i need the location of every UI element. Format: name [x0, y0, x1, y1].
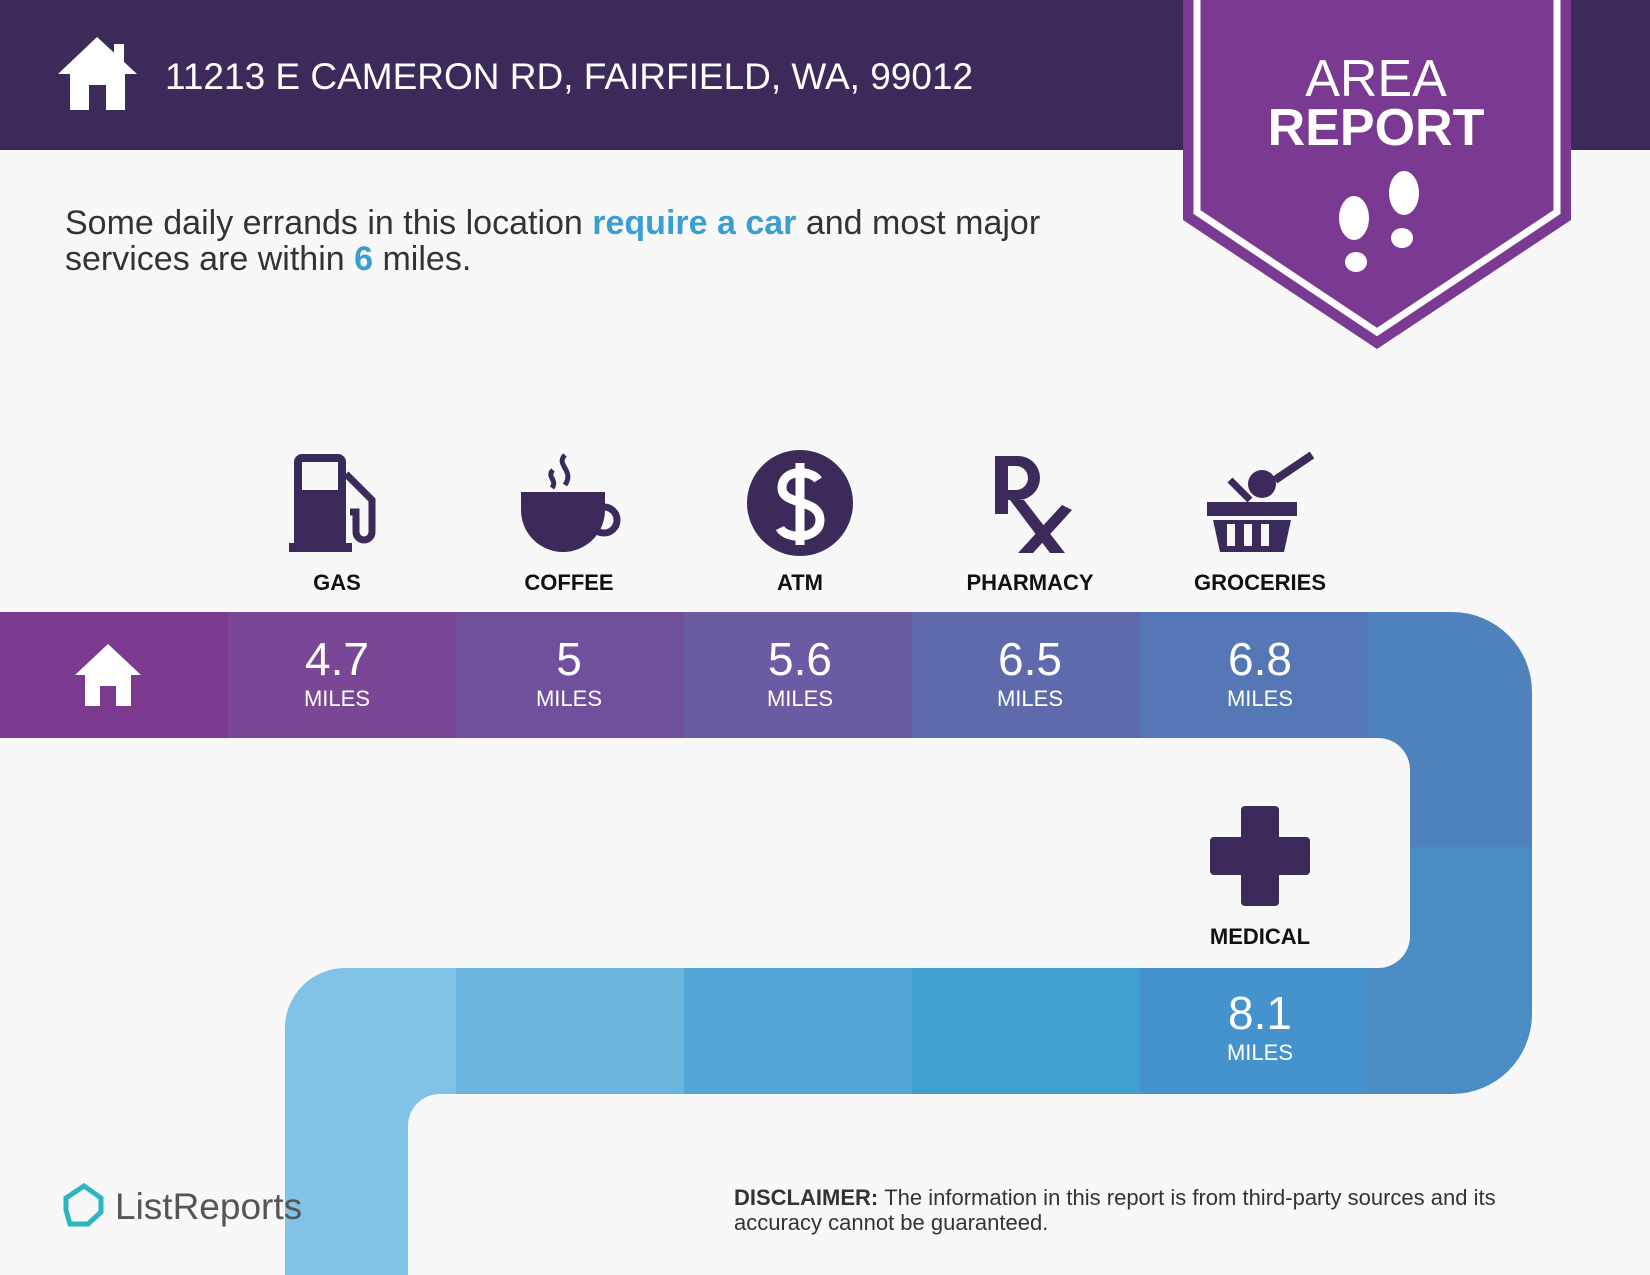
disclaimer-text: The information in this report is from t… [884, 1185, 1495, 1210]
summary-text: services are within [65, 240, 354, 278]
road [0, 612, 1532, 1275]
distance-unit: MILES [304, 686, 370, 711]
brand-name: ListReports [115, 1186, 302, 1227]
distance-unit: MILES [997, 686, 1063, 711]
distance-unit: MILES [1227, 686, 1293, 711]
service-label: GROCERIES [1194, 570, 1326, 595]
coffee-icon [521, 453, 621, 552]
badge-title: REPORT [1268, 99, 1485, 157]
badge-title: AREA [1305, 50, 1447, 108]
service-label: MEDICAL [1210, 924, 1310, 949]
distance-unit: MILES [1227, 1040, 1293, 1065]
medical-icon [1210, 806, 1310, 906]
footprints-icon [1339, 171, 1419, 272]
brand-logo [63, 1182, 104, 1227]
address: 11213 E CAMERON RD, FAIRFIELD, WA, 99012 [165, 56, 973, 97]
disclaimer-label: DISCLAIMER: [734, 1185, 878, 1210]
distance-unit: MILES [536, 686, 602, 711]
home-chimney [114, 44, 124, 64]
summary-text: Some daily errands in this location [65, 204, 592, 242]
distance-unit: MILES [767, 686, 833, 711]
summary-line: Some daily errands in this location requ… [65, 204, 1040, 242]
summary-line: services are within 6 miles. [65, 240, 471, 278]
summary-text: and most major [796, 204, 1040, 242]
gas-icon [289, 454, 376, 552]
service-label: COFFEE [524, 570, 613, 595]
summary-highlight: 6 [354, 240, 373, 278]
summary-highlight: require a car [592, 204, 796, 242]
home-icon [75, 644, 141, 706]
groceries-icon [1207, 451, 1315, 552]
atm-icon [747, 450, 853, 556]
distance-value: 4.7 [305, 633, 369, 685]
distance-value: 6.8 [1228, 633, 1292, 685]
distance-value: 5 [556, 633, 582, 685]
service-label: ATM [777, 570, 823, 595]
service-label: PHARMACY [966, 570, 1093, 595]
distance-value: 6.5 [998, 633, 1062, 685]
badge-inner [1209, 0, 1545, 318]
badge-border [1193, 0, 1561, 337]
disclaimer: DISCLAIMER: The information in this repor… [734, 1185, 1496, 1210]
service-label: GAS [313, 570, 361, 595]
summary-text: miles. [373, 240, 471, 278]
pharmacy-icon [995, 456, 1072, 553]
distance-value: 5.6 [768, 633, 832, 685]
disclaimer: accuracy cannot be guaranteed. [734, 1210, 1048, 1235]
home-icon [58, 37, 137, 110]
distance-value: 8.1 [1228, 987, 1292, 1039]
